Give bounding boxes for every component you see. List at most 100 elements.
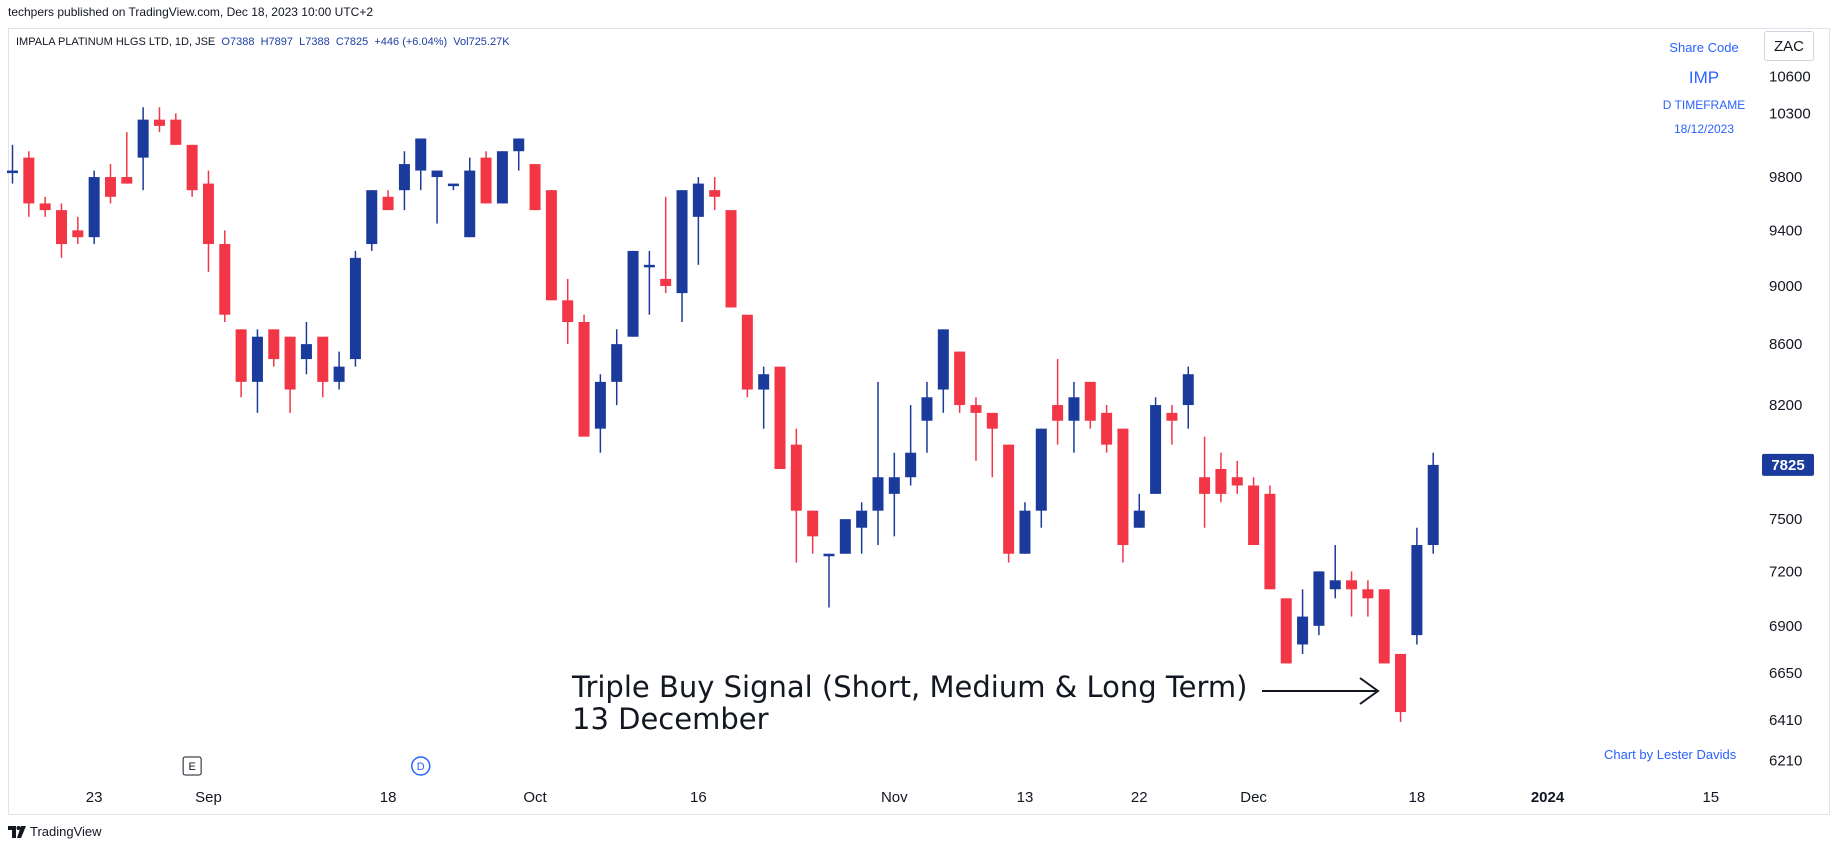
candle-body [1019,510,1031,554]
candle [954,351,966,413]
candle [366,190,378,251]
candle [1052,359,1064,445]
candle-body [104,177,116,197]
candle-body [725,210,737,308]
candle-body [333,366,345,382]
candle [447,183,459,191]
legend-symbol: IMPALA PLATINUM HLGS LTD, 1D, JSE [16,36,216,48]
candle-body [1117,428,1129,546]
candle [660,196,672,294]
candle [921,381,933,453]
candle [807,510,819,554]
price-tick-label: 9400 [1769,222,1802,239]
candle [7,144,18,184]
candle-body [1199,477,1211,494]
candle [692,177,704,265]
candle [1378,589,1390,664]
price-tick-label: 8600 [1769,336,1802,353]
candle-body [1313,571,1325,626]
candle [1101,405,1113,453]
time-tick-label: Oct [523,789,547,806]
candle-body [741,314,753,390]
candle [774,366,786,470]
candle [937,329,949,413]
candle-body [1411,545,1423,636]
candle-body [839,519,851,554]
time-tick-label: Dec [1240,789,1267,806]
candle-body [1150,405,1162,494]
candles-layer [7,107,1439,723]
candle-body [790,444,802,511]
candle [643,250,655,315]
candle [611,329,623,406]
time-tick-label: Sep [195,789,222,806]
candle-body [1395,653,1407,713]
candle-body [758,374,770,390]
time-tick-label: 13 [1017,789,1034,806]
candle [594,374,606,453]
candle [905,405,917,486]
candle [72,216,84,245]
candle-body [251,336,263,382]
candle-body [970,405,982,413]
time-tick-label: 22 [1131,789,1148,806]
candle-body [1101,412,1113,445]
tradingview-logo-icon [8,825,26,838]
candle-body [317,336,329,382]
candle [1182,366,1194,429]
candle [431,170,443,224]
legend-high: H7897 [260,36,293,48]
candle-body [1215,469,1227,494]
candle [23,151,35,217]
earnings-marker-icon[interactable] [182,756,202,776]
dividend-marker-icon[interactable] [411,756,431,776]
time-tick-label: Nov [881,789,908,806]
candle-body [627,250,639,337]
candle [349,250,361,367]
tradingview-logo[interactable]: TradingView [8,824,102,839]
chart-pane[interactable] [8,28,1830,815]
publisher-credit: techpers published on TradingView.com, D… [8,5,374,19]
candle [562,278,574,345]
candle [1411,527,1423,645]
time-tick-label: 16 [690,789,707,806]
candle-body [480,157,492,204]
candle-body [1329,580,1341,590]
candle [1035,428,1047,528]
candle-body [72,230,84,238]
price-tick-label: 8200 [1769,397,1802,414]
arrow-head-icon [1359,677,1380,705]
earnings-marker-label: E [188,761,195,773]
candle-body [1003,444,1015,554]
candle-body [186,144,198,191]
candle [186,144,198,197]
candle [1346,571,1358,617]
candle [856,502,868,554]
candle-body [55,210,67,245]
candle-body [856,510,868,528]
candle-body [562,300,574,323]
currency-button[interactable]: ZAC [1764,31,1814,61]
candle [709,177,721,211]
candle-body [415,138,427,171]
candle-body [1035,428,1047,511]
candle-body [1427,464,1439,546]
candle [790,428,802,563]
candle [1068,381,1080,453]
info-date: 18/12/2023 [1673,122,1735,136]
candle-body [921,397,933,421]
legend-change: +446 (+6.04%) [374,36,448,48]
candle-body [121,177,133,184]
candle [464,157,476,238]
candle-body [366,190,378,245]
candle [170,113,182,145]
price-tick-label: 9800 [1769,169,1802,186]
divider [1745,760,1750,772]
candle-body [1280,598,1292,664]
candle-body [1362,589,1374,599]
candle-body [1231,477,1243,486]
share-code: IMP [1688,68,1720,87]
annotation-line1: Triple Buy Signal (Short, Medium & Long … [571,670,1248,704]
candle [39,196,51,217]
